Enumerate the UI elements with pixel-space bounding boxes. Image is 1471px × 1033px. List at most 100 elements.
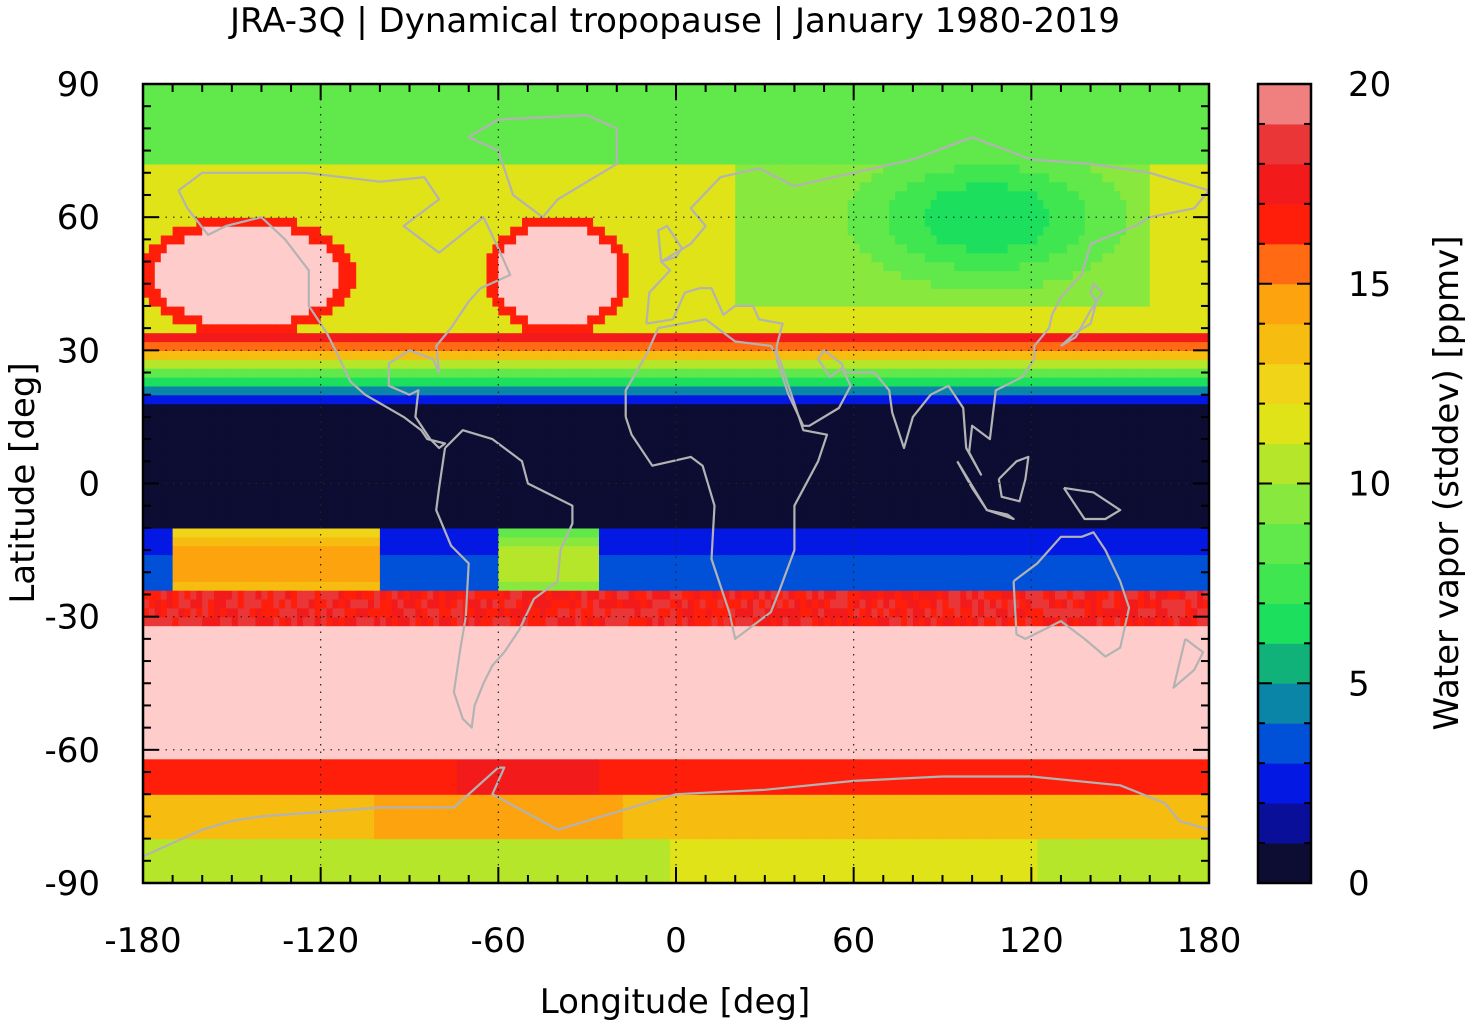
heatmap-cell [231, 669, 239, 680]
heatmap-cell [427, 705, 434, 715]
heatmap-cell [800, 865, 807, 875]
heatmap-cell [960, 669, 967, 680]
heatmap-cell [1013, 741, 1021, 751]
heatmap-cell [646, 669, 653, 680]
heatmap-cell [800, 820, 807, 831]
heatmap-cell [356, 652, 363, 662]
heatmap-cell [1149, 767, 1157, 778]
heatmap-cell [1013, 669, 1021, 680]
heatmap-cell [747, 776, 754, 786]
heatmap-cell [812, 856, 819, 866]
heatmap-cell [966, 856, 973, 866]
heatmap-cell [569, 634, 576, 644]
heatmap-cell [901, 838, 908, 849]
heatmap-cell [1102, 749, 1109, 760]
heatmap-cell [634, 803, 641, 813]
heatmap-cell [1132, 785, 1139, 795]
heatmap-cell [575, 678, 582, 689]
heatmap-cell [770, 794, 778, 804]
heatmap-cell [1155, 829, 1163, 840]
heatmap-cell [1185, 865, 1192, 875]
heatmap-cell [332, 785, 339, 795]
heatmap-cell [385, 652, 393, 662]
heatmap-cell [859, 785, 867, 795]
heatmap-cell [776, 856, 784, 866]
heatmap-cell [510, 874, 517, 883]
heatmap-cell [753, 847, 760, 857]
heatmap-cell [267, 776, 274, 786]
heatmap-cell [681, 865, 689, 875]
heatmap-cell [291, 669, 298, 680]
heatmap-cell [1114, 803, 1121, 813]
heatmap-cell [616, 803, 624, 813]
heatmap-cell [907, 705, 914, 715]
heatmap-cell [575, 696, 582, 707]
heatmap-cell [806, 652, 813, 662]
heatmap-cell [510, 847, 517, 857]
heatmap-cell [1114, 758, 1121, 769]
heatmap-cell [782, 785, 790, 795]
heatmap-cell [474, 847, 482, 857]
heatmap-cell [770, 776, 778, 786]
heatmap-cell [1197, 794, 1204, 804]
heatmap-cell [758, 874, 766, 883]
heatmap-cell [705, 812, 713, 822]
heatmap-cell [711, 838, 718, 849]
heatmap-cell [764, 687, 772, 698]
heatmap-cell [498, 749, 505, 760]
heatmap-cell [788, 794, 795, 804]
heatmap-cell [291, 678, 298, 689]
heatmap-cell [202, 758, 209, 769]
heatmap-cell [403, 767, 411, 778]
heatmap-cell [563, 829, 570, 840]
heatmap-cell [676, 865, 683, 875]
heatmap-cell [445, 785, 452, 795]
heatmap-cell [433, 678, 440, 689]
heatmap-cell [865, 714, 872, 724]
heatmap-cell [350, 856, 357, 866]
heatmap-cell [285, 812, 292, 822]
heatmap-cell [225, 794, 233, 804]
heatmap-cell [427, 874, 434, 883]
heatmap-cell [563, 741, 570, 751]
heatmap-cell [954, 820, 961, 831]
heatmap-cell [1120, 785, 1127, 795]
heatmap-cell [1197, 856, 1204, 866]
heatmap-cell [267, 643, 274, 653]
heatmap-cell [486, 812, 493, 822]
heatmap-cell [202, 874, 209, 883]
heatmap-cell [859, 794, 867, 804]
heatmap-cell [273, 652, 280, 662]
heatmap-cell [1102, 838, 1109, 849]
heatmap-cell [895, 652, 902, 662]
heatmap-cell [847, 741, 855, 751]
heatmap-cell [160, 741, 168, 751]
heatmap-cell [214, 741, 221, 751]
heatmap-cell [302, 803, 310, 813]
heatmap-cell [841, 643, 849, 653]
heatmap-cell [362, 838, 369, 849]
heatmap-cell [356, 749, 363, 760]
heatmap-cell [1025, 661, 1032, 671]
heatmap-cell [1114, 749, 1121, 760]
heatmap-cell [344, 820, 351, 831]
heatmap-cell [445, 661, 452, 671]
heatmap-cell [859, 661, 867, 671]
heatmap-cell [279, 838, 286, 849]
heatmap-cell [1126, 714, 1133, 724]
heatmap-cell [764, 794, 772, 804]
heatmap-cell [1066, 705, 1074, 715]
heatmap-cell [930, 874, 938, 883]
heatmap-cell [747, 856, 754, 866]
heatmap-cell [527, 723, 535, 733]
heatmap-cell [575, 669, 582, 680]
heatmap-cell [196, 669, 203, 680]
heatmap-cell [883, 794, 890, 804]
heatmap-cell [1049, 820, 1056, 831]
heatmap-cell [1114, 812, 1121, 822]
heatmap-cell [622, 838, 630, 849]
heatmap-cell [1090, 794, 1098, 804]
heatmap-cell [1096, 723, 1103, 733]
heatmap-cell [225, 687, 233, 698]
heatmap-cell [978, 661, 985, 671]
